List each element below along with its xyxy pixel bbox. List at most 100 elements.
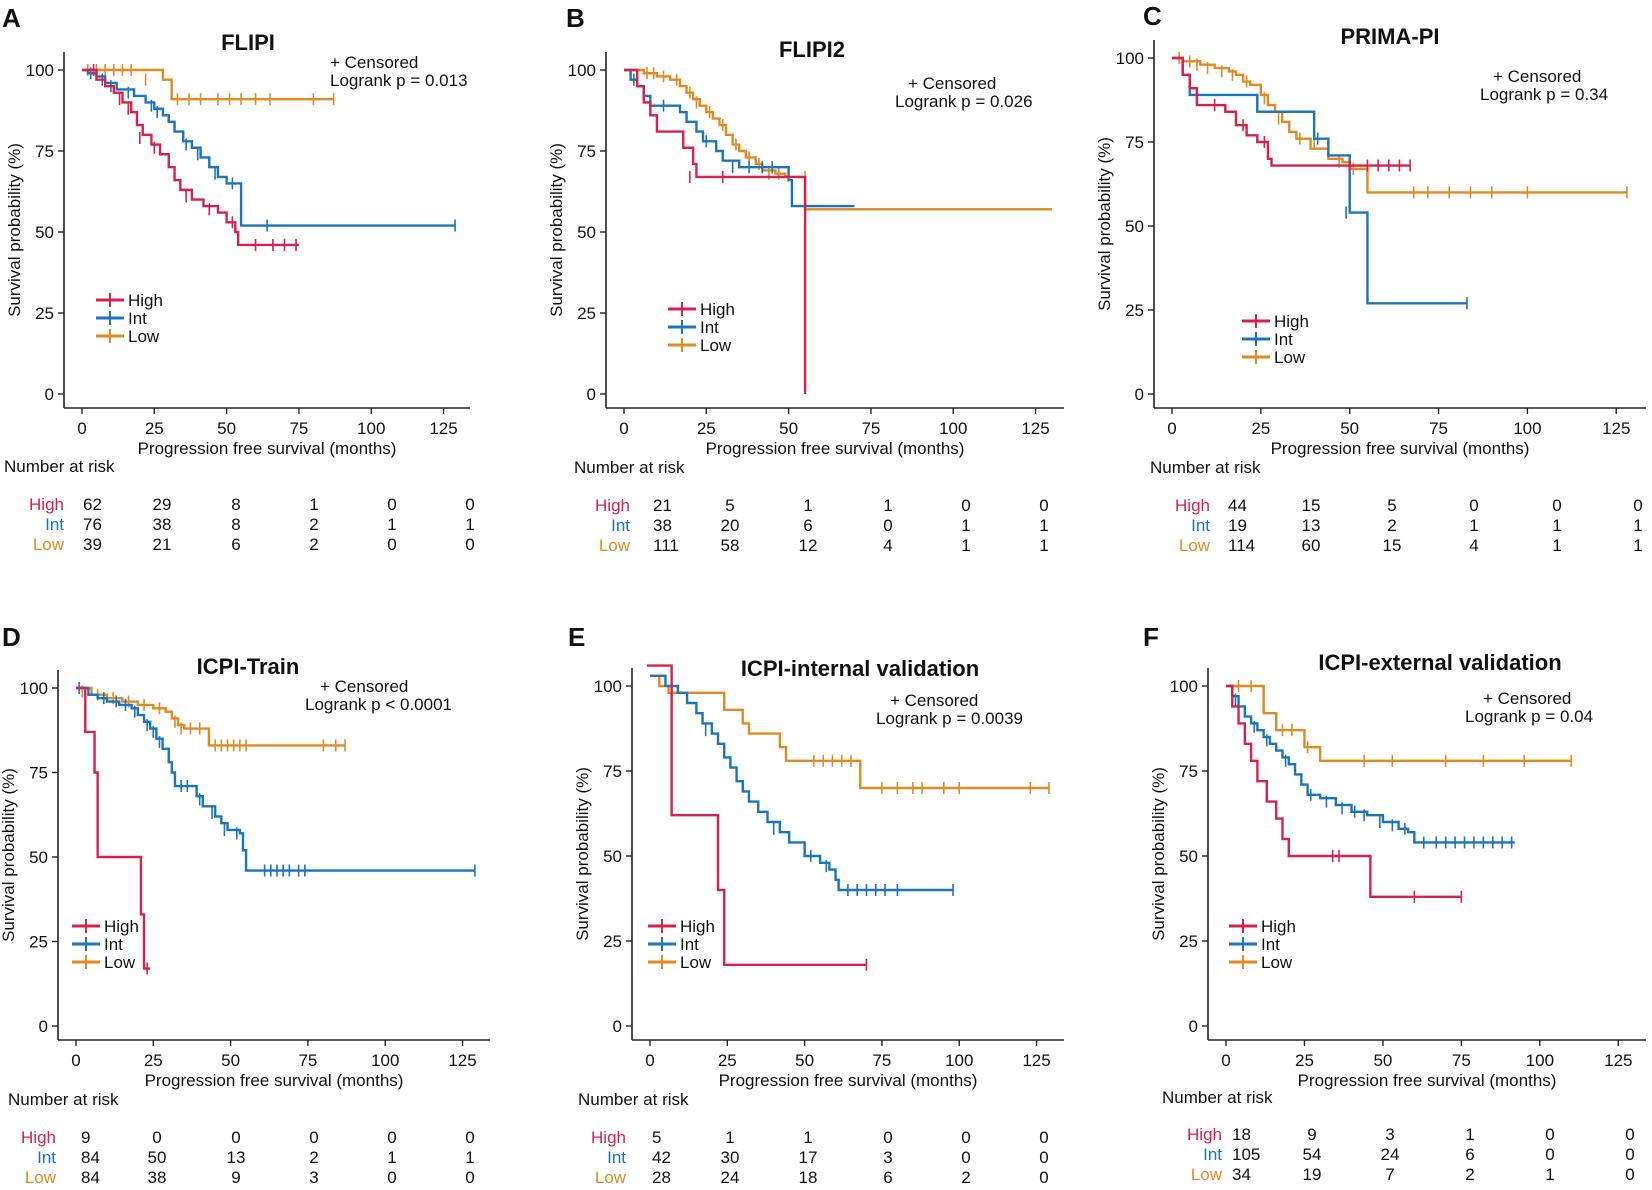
risk-count: 13 <box>227 1148 246 1167</box>
risk-count: 17 <box>799 1148 818 1167</box>
risk-table-title: Number at risk <box>578 1090 689 1109</box>
logrank-pvalue: Logrank p = 0.013 <box>330 71 468 90</box>
km-curve-int <box>1172 56 1467 305</box>
y-tick-label: 0 <box>1135 385 1144 404</box>
risk-count: 0 <box>465 1168 474 1187</box>
y-tick-label: 75 <box>35 142 54 161</box>
risk-count: 19 <box>1303 1165 1322 1184</box>
risk-table-title: Number at risk <box>1162 1088 1273 1107</box>
risk-count: 1 <box>883 496 892 515</box>
risk-count: 1 <box>1552 536 1561 555</box>
legend-label: Low <box>700 336 732 355</box>
x-tick-label: 25 <box>144 1051 163 1070</box>
risk-count: 6 <box>231 535 240 554</box>
risk-count: 5 <box>1387 496 1396 515</box>
risk-row-label-high: High <box>21 1128 56 1147</box>
risk-row-label-low: Low <box>25 1168 57 1187</box>
risk-count: 18 <box>1232 1125 1251 1144</box>
risk-count: 8 <box>231 515 240 534</box>
censored-note: + Censored <box>330 53 418 72</box>
risk-count: 0 <box>961 1148 970 1167</box>
y-axis-label: Survival probability (%) <box>5 143 24 317</box>
legend-label: Low <box>1261 953 1293 972</box>
x-tick-label: 75 <box>1452 1051 1471 1070</box>
x-axis-label: Progression free survival (months) <box>1298 1071 1557 1090</box>
panel-letter: E <box>568 622 585 652</box>
risk-count: 0 <box>1039 1128 1048 1147</box>
risk-count: 38 <box>153 515 172 534</box>
y-tick-label: 0 <box>613 1017 622 1036</box>
risk-count: 13 <box>1302 516 1321 535</box>
y-tick-label: 25 <box>35 304 54 323</box>
risk-count: 5 <box>725 496 734 515</box>
panel-letter: D <box>2 622 21 652</box>
x-tick-label: 50 <box>1340 419 1359 438</box>
legend-label: High <box>1274 312 1309 331</box>
y-tick-label: 75 <box>29 764 48 783</box>
panel-title: ICPI-Train <box>197 654 300 679</box>
risk-count: 1 <box>1552 516 1561 535</box>
risk-row-label-low: Low <box>599 536 631 555</box>
x-axis-label: Progression free survival (months) <box>1271 439 1530 458</box>
risk-count: 62 <box>83 495 102 514</box>
legend-label: Low <box>680 953 712 972</box>
risk-count: 0 <box>231 1128 240 1147</box>
risk-count: 0 <box>1552 496 1561 515</box>
risk-count: 5 <box>652 1128 661 1147</box>
risk-row-label-int: Int <box>45 515 64 534</box>
x-tick-label: 50 <box>217 419 236 438</box>
risk-row-label-int: Int <box>1203 1145 1222 1164</box>
x-tick-label: 100 <box>939 419 967 438</box>
risk-count: 0 <box>387 495 396 514</box>
km-curve-high <box>1172 56 1411 167</box>
risk-count: 1 <box>1545 1165 1554 1184</box>
y-axis-label: Survival probability (%) <box>1149 767 1168 941</box>
y-tick-label: 75 <box>577 142 596 161</box>
risk-count: 0 <box>1039 1148 1048 1167</box>
panel-letter: C <box>1143 1 1162 31</box>
x-tick-label: 100 <box>1526 1051 1554 1070</box>
km-curve-int <box>624 68 855 208</box>
risk-count: 2 <box>961 1168 970 1187</box>
risk-count: 30 <box>721 1148 740 1167</box>
km-curve-high <box>646 664 867 966</box>
panel-title: FLIPI <box>221 30 275 55</box>
x-tick-label: 100 <box>1513 419 1541 438</box>
x-tick-label: 100 <box>371 1051 399 1070</box>
y-tick-label: 50 <box>1125 217 1144 236</box>
y-axis-label: Survival probability (%) <box>547 143 566 317</box>
risk-count: 84 <box>81 1168 100 1187</box>
risk-count: 6 <box>883 1168 892 1187</box>
risk-count: 1 <box>465 515 474 534</box>
risk-count: 0 <box>465 535 474 554</box>
x-tick-label: 25 <box>697 419 716 438</box>
x-axis-label: Progression free survival (months) <box>719 1071 978 1090</box>
x-tick-label: 100 <box>357 419 385 438</box>
risk-count: 0 <box>1039 1168 1048 1187</box>
risk-row-label-int: Int <box>1191 516 1210 535</box>
x-tick-label: 25 <box>145 419 164 438</box>
panel-letter: A <box>2 3 21 33</box>
x-tick-label: 125 <box>1021 419 1049 438</box>
risk-count: 4 <box>883 536 892 555</box>
risk-count: 2 <box>309 515 318 534</box>
risk-count: 0 <box>1545 1145 1554 1164</box>
km-curve-low <box>1226 684 1572 762</box>
y-tick-label: 75 <box>1125 133 1144 152</box>
x-tick-label: 75 <box>1429 419 1448 438</box>
x-tick-label: 125 <box>448 1051 476 1070</box>
risk-count: 9 <box>231 1168 240 1187</box>
risk-table-title: Number at risk <box>1150 458 1261 477</box>
x-tick-label: 25 <box>1251 419 1270 438</box>
risk-count: 12 <box>799 536 818 555</box>
x-tick-label: 0 <box>1221 1051 1230 1070</box>
risk-count: 0 <box>309 1128 318 1147</box>
risk-count: 2 <box>1465 1165 1474 1184</box>
legend-label: High <box>128 291 163 310</box>
risk-count: 1 <box>1633 536 1642 555</box>
y-axis-label: Survival probability (%) <box>0 768 18 942</box>
risk-count: 84 <box>81 1148 100 1167</box>
x-tick-label: 75 <box>289 419 308 438</box>
y-tick-label: 50 <box>29 848 48 867</box>
